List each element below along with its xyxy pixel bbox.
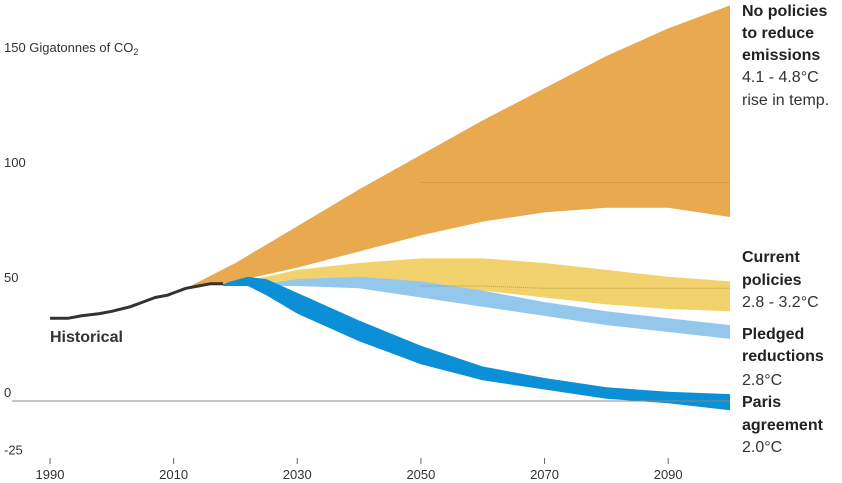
area-series-1 (223, 258, 730, 312)
legend-no-policies-detail: rise in temp. (742, 92, 829, 109)
x-tick-label: 2030 (283, 467, 312, 482)
y-tick-label: 0 (4, 385, 11, 400)
legend-paris-line-1: Paris (742, 394, 781, 411)
x-tick-label: 2010 (159, 467, 188, 482)
scenario-legend: No policies to reduce emissions 4.1 - 4.… (742, 3, 829, 456)
median-lines (420, 182, 730, 289)
y-tick-label: 150 Gigatonnes of CO2 (4, 40, 138, 57)
x-tick-label: 2050 (406, 467, 435, 482)
legend-pledged-line-2: reductions (742, 348, 824, 365)
scenario-areas (186, 5, 730, 411)
legend-pledged: Pledged reductions 2.8°C (742, 326, 824, 389)
y-axis-ticks: 150 Gigatonnes of CO2 100 50 0 -25 (4, 40, 138, 458)
legend-no-policies-line-2: to reduce (742, 25, 814, 42)
legend-current-range: 2.8 - 3.2°C (742, 294, 819, 311)
legend-paris-range: 2.0°C (742, 439, 782, 456)
legend-pledged-range: 2.8°C (742, 372, 782, 389)
historical-label: Historical (50, 329, 123, 346)
x-tick-label: 2090 (654, 467, 683, 482)
y-tick-label: 50 (4, 270, 18, 285)
legend-current-policies: Current policies 2.8 - 3.2°C (742, 249, 819, 311)
legend-paris-line-2: agreement (742, 417, 824, 434)
y-tick-label: 100 (4, 155, 26, 170)
x-tick-label: 1990 (36, 467, 65, 482)
legend-pledged-line-1: Pledged (742, 326, 804, 343)
y-unit-subscript: 2 (133, 47, 138, 57)
legend-paris: Paris agreement 2.0°C (742, 394, 824, 456)
legend-current-line-1: Current (742, 249, 800, 266)
x-tick-label: 2070 (530, 467, 559, 482)
legend-current-line-2: policies (742, 272, 802, 289)
area-series-3 (223, 276, 730, 411)
median-line-series-1 (420, 285, 730, 289)
y-tick-label: -25 (4, 443, 23, 458)
legend-no-policies: No policies to reduce emissions 4.1 - 4.… (742, 3, 829, 109)
legend-no-policies-line-1: No policies (742, 3, 827, 20)
historical-line (50, 282, 224, 320)
legend-no-policies-line-3: emissions (742, 47, 820, 64)
area-series-0 (186, 5, 730, 289)
x-axis-ticks: 1990 2010 2030 2050 2070 2090 (36, 458, 683, 482)
area-series-2 (223, 276, 730, 339)
legend-no-policies-range: 4.1 - 4.8°C (742, 69, 819, 86)
